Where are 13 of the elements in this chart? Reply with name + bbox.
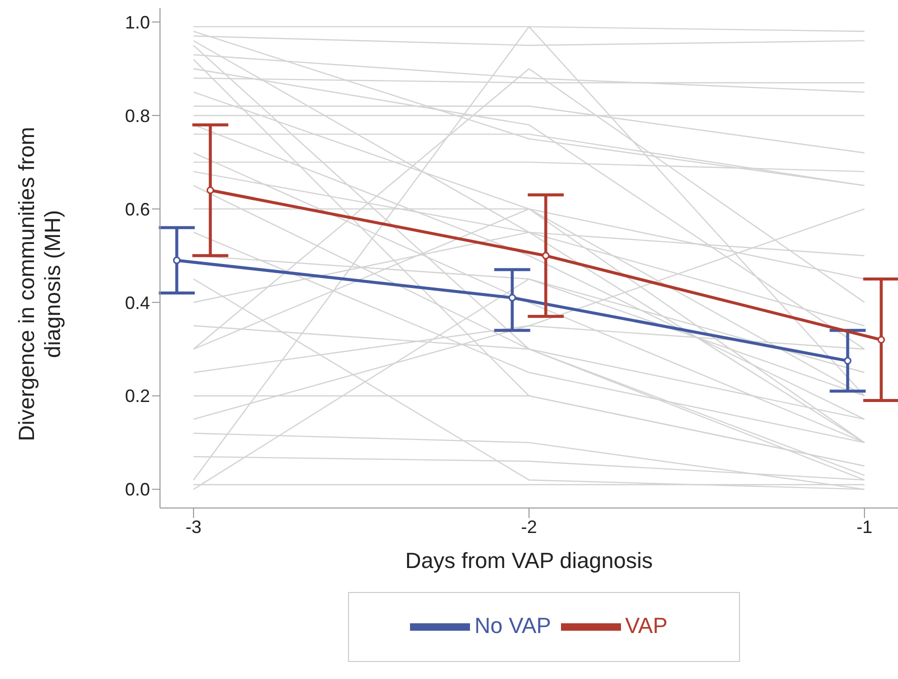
x-tick-label: -2 (520, 516, 538, 537)
x-tick-label: -3 (186, 516, 202, 537)
x-tick-label: -1 (856, 516, 872, 537)
y-tick-label: 0.8 (124, 106, 150, 126)
legend-label: No VAP (474, 612, 552, 638)
y-tick-label: 0.0 (124, 480, 150, 500)
legend-label: VAP (625, 612, 668, 638)
x-axis-title: Days from VAP diagnosis (405, 548, 653, 573)
y-tick-label: 0.2 (124, 386, 150, 406)
y-axis-title: Divergence in communities from diagnosis (MH) (14, 126, 66, 444)
y-tick-label: 0.6 (124, 199, 150, 220)
y-tick-label: 1.0 (124, 12, 150, 32)
y-tick-label: 0.4 (124, 292, 150, 313)
